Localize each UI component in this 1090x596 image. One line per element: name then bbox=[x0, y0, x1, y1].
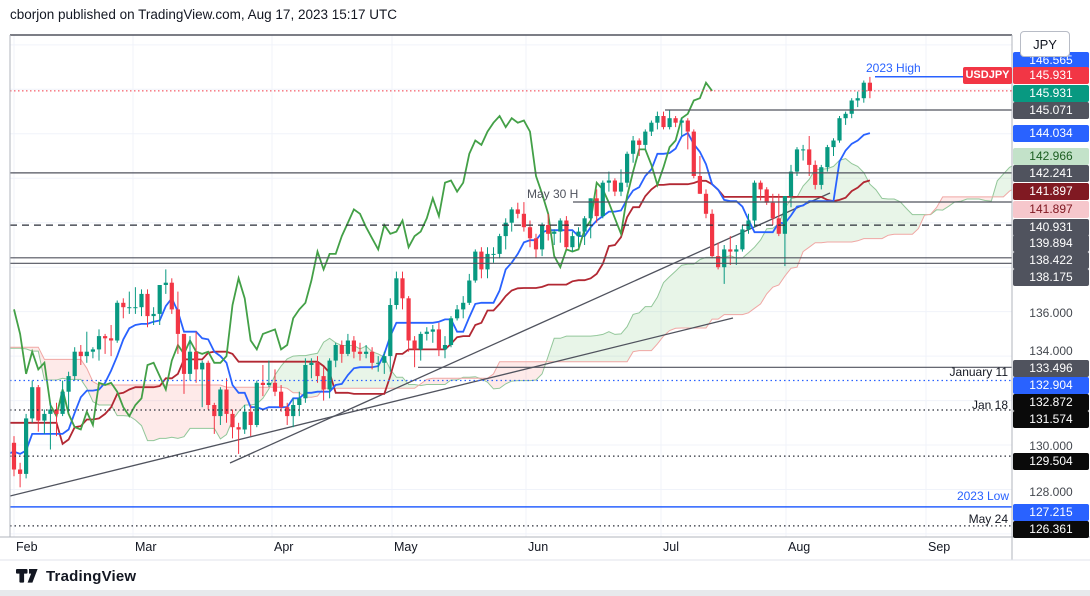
price-axis-label: 145.931 bbox=[1013, 66, 1089, 84]
annotation-january-11: January 11 bbox=[949, 365, 1008, 379]
annotation-2023-low: 2023 Low bbox=[956, 489, 1009, 503]
month-label-sep: Sep bbox=[928, 540, 951, 554]
footer-logo-link[interactable]: TradingView bbox=[16, 567, 136, 585]
price-axis-label: 138.422 bbox=[1013, 251, 1089, 269]
bottom-strip bbox=[0, 590, 1090, 596]
month-label-may: May bbox=[394, 540, 418, 554]
brand-text: TradingView bbox=[46, 567, 137, 585]
price-axis-label: 133.496 bbox=[1013, 359, 1089, 377]
annotation-may-30-h: May 30 H bbox=[527, 187, 579, 201]
price-axis-label: 131.574 bbox=[1013, 410, 1089, 428]
price-axis-label: 127.215 bbox=[1013, 503, 1089, 521]
currency-label: JPY bbox=[1020, 31, 1070, 57]
price-axis-label: 142.241 bbox=[1013, 164, 1089, 182]
price-axis-label: 129.504 bbox=[1013, 452, 1089, 470]
month-label-jun: Jun bbox=[528, 540, 549, 554]
price-axis-tick: 136.000 bbox=[1029, 305, 1073, 320]
symbol-price-tag: USDJPY bbox=[963, 67, 1012, 84]
price-axis-tick: 130.000 bbox=[1029, 438, 1073, 453]
price-axis-label: 139.894 bbox=[1013, 234, 1089, 252]
annotation-may-24: May 24 bbox=[968, 512, 1008, 526]
price-axis-label: 144.034 bbox=[1013, 124, 1089, 142]
month-label-mar: Mar bbox=[135, 540, 157, 554]
price-axis-label: 145.071 bbox=[1013, 101, 1089, 119]
publish-credit: cborjon published on TradingView.com, Au… bbox=[10, 7, 398, 22]
annotation-jan-18: Jan 18 bbox=[971, 398, 1008, 412]
price-axis-tick: 128.000 bbox=[1029, 484, 1073, 499]
month-label-apr: Apr bbox=[274, 540, 294, 554]
month-label-aug: Aug bbox=[788, 540, 811, 554]
price-axis-label: 138.175 bbox=[1013, 268, 1089, 286]
price-axis-tick: 134.000 bbox=[1029, 343, 1073, 358]
price-axis-label: 140.931 bbox=[1013, 218, 1089, 236]
tradingview-logo-icon bbox=[16, 569, 38, 583]
month-label-jul: Jul bbox=[663, 540, 679, 554]
price-axis-label: 141.897 bbox=[1013, 182, 1089, 200]
price-axis-label: 126.361 bbox=[1013, 520, 1089, 538]
price-axis-label: 141.897 bbox=[1013, 200, 1089, 218]
month-label-feb: Feb bbox=[16, 540, 38, 554]
annotation-2023-high: 2023 High bbox=[866, 61, 921, 75]
price-axis-label: 132.872 bbox=[1013, 393, 1089, 411]
currency-text: JPY bbox=[1033, 36, 1057, 52]
price-axis-label: 145.931 bbox=[1013, 84, 1089, 102]
price-axis-label: 132.904 bbox=[1013, 376, 1089, 394]
price-axis-label: 142.966 bbox=[1013, 147, 1089, 165]
